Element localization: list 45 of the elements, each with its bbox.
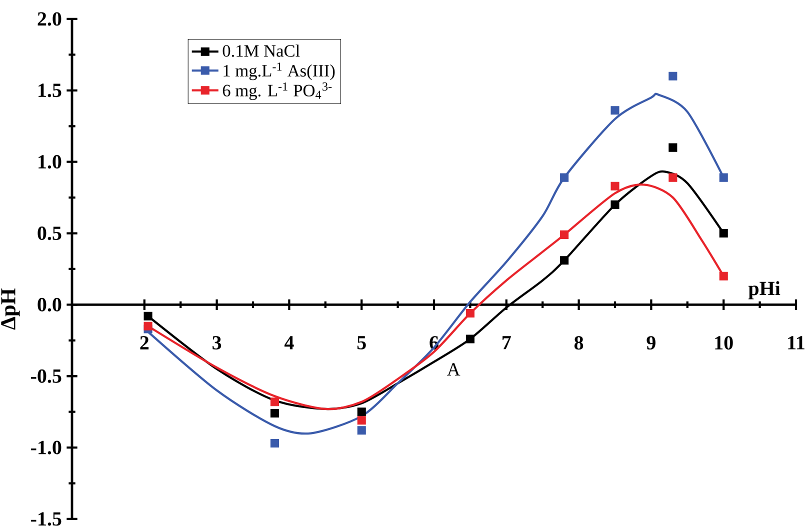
point (466, 334, 474, 344)
point (610, 106, 620, 115)
y-tick-label: 2.0 (38, 12, 62, 26)
point (560, 256, 569, 265)
x-tick-label: 5 (357, 336, 366, 350)
annotation: A (447, 363, 460, 376)
x-tick-label: 8 (574, 336, 584, 350)
point (270, 439, 279, 448)
point (560, 230, 569, 239)
point (144, 322, 152, 330)
x-tick-label: 7 (502, 336, 511, 350)
point (357, 426, 366, 435)
x-tick-label: 4 (284, 336, 294, 350)
y-tick-label: 0.0 (38, 298, 62, 312)
point (719, 173, 728, 182)
x-tick-label: 2 (140, 336, 149, 350)
point (466, 309, 474, 318)
y-tick-label: -0.5 (31, 369, 62, 383)
point (357, 416, 366, 425)
point (357, 408, 366, 416)
y-tick-label: 1.5 (38, 84, 62, 98)
y-tick-label: 1.0 (38, 155, 62, 169)
y-axis-title: ΔpH (1, 288, 20, 330)
point (560, 173, 569, 182)
point (144, 312, 152, 320)
x-tick-label: 11 (788, 336, 804, 350)
point (719, 272, 728, 280)
point (668, 173, 678, 182)
point (270, 409, 279, 418)
y-tick-label: -1.0 (31, 440, 62, 454)
point (668, 143, 678, 152)
legend-label: 6 mg. L$^{-1}$ PO$_{4}$3- (222, 82, 332, 100)
point (668, 72, 678, 80)
legend-label: 1 mg.L$^{-1}$ As(III) (224, 62, 335, 80)
x-tick-label: 9 (646, 336, 656, 350)
legend-label: 0.1M NaCl (222, 44, 300, 57)
point (610, 182, 620, 190)
point (610, 200, 620, 209)
x-tick-label: 10 (715, 336, 733, 350)
x-tick-label: 3 (212, 336, 222, 350)
y-tick-label: -1.5 (31, 512, 62, 526)
point (270, 398, 279, 406)
x-axis-title: pHi (748, 281, 780, 300)
y-tick-label: 0.5 (38, 226, 62, 240)
point (719, 229, 728, 238)
